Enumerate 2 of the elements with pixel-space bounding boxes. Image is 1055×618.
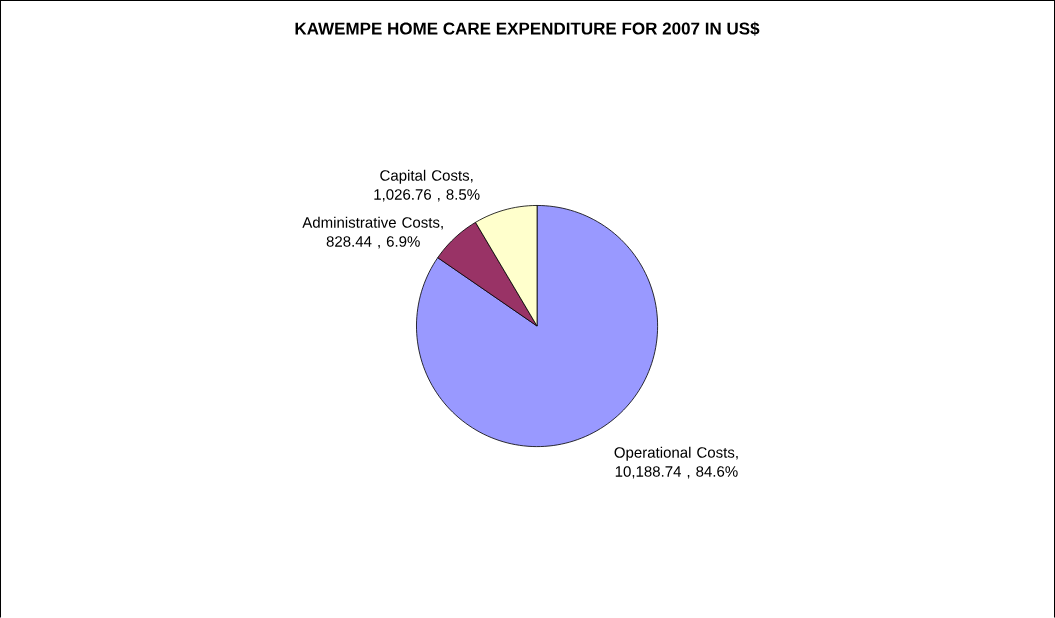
slice-label: Administrative Costs (302, 216, 440, 228)
chart-title: KAWEMPE HOME CARE EXPENDITURE FOR 2007 IN US$ (295, 21, 760, 36)
